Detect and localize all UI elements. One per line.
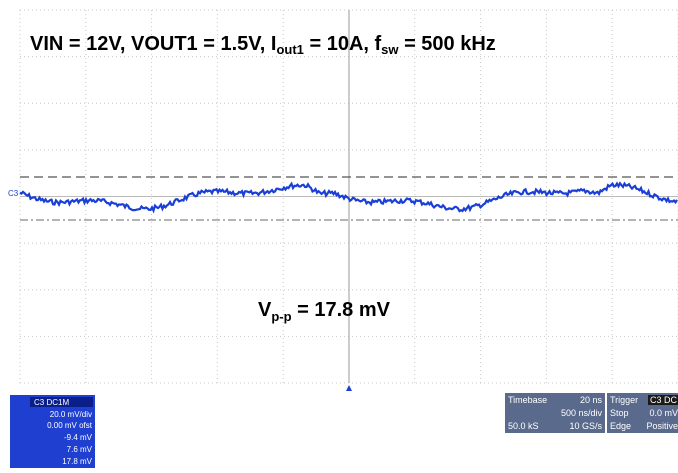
trigger-source: C3 DC: [650, 395, 678, 405]
annotation: Vp-p = 17.8 mV: [258, 299, 391, 324]
trigger-marker: [346, 385, 352, 391]
title-sub: sw: [381, 42, 399, 57]
trigger-type: Edge: [610, 421, 631, 431]
title-part: = 500 kHz: [399, 33, 496, 55]
channel-line: 20.0 mV/div: [50, 410, 92, 419]
annotation-sub: p-p: [271, 309, 291, 324]
timebase-rate: 10 GS/s: [569, 421, 602, 431]
timebase-div: 500 ns/div: [561, 408, 603, 418]
trigger-label: Trigger: [610, 395, 638, 405]
grid: [19, 9, 678, 384]
channel-line: 0.00 mV ofst: [47, 421, 93, 430]
timebase-panel: [505, 393, 605, 433]
channel-box-header: [30, 397, 93, 407]
title-sub: out1: [276, 42, 303, 57]
timebase-samples: 50.0 kS: [508, 421, 539, 431]
annotation-part: = 17.8 mV: [292, 299, 391, 321]
trigger-slope: Positive: [646, 421, 678, 431]
channel-line: 7.6 mV: [67, 445, 93, 454]
title-part: = 10A, f: [304, 33, 382, 55]
channel-line: -9.4 mV: [64, 433, 93, 442]
trigger-level: 0.0 mV: [649, 408, 678, 418]
waveform: [19, 181, 678, 214]
channel-header: C3 DC1M: [34, 398, 69, 407]
trigger-source-bg: [648, 395, 678, 405]
title-part: VIN = 12V, VOUT1 = 1.5V, I: [30, 33, 276, 55]
channel-line: 17.8 mV: [62, 457, 92, 466]
channel-box: [10, 395, 95, 468]
title: VIN = 12V, VOUT1 = 1.5V, Iout1 = 10A, fs…: [30, 33, 496, 57]
annotation-part: V: [258, 299, 272, 321]
trigger-mode: Stop: [610, 408, 629, 418]
timebase-delay: 20 ns: [580, 395, 603, 405]
timebase-label: Timebase: [508, 395, 547, 405]
channel-label: C3: [8, 189, 19, 198]
